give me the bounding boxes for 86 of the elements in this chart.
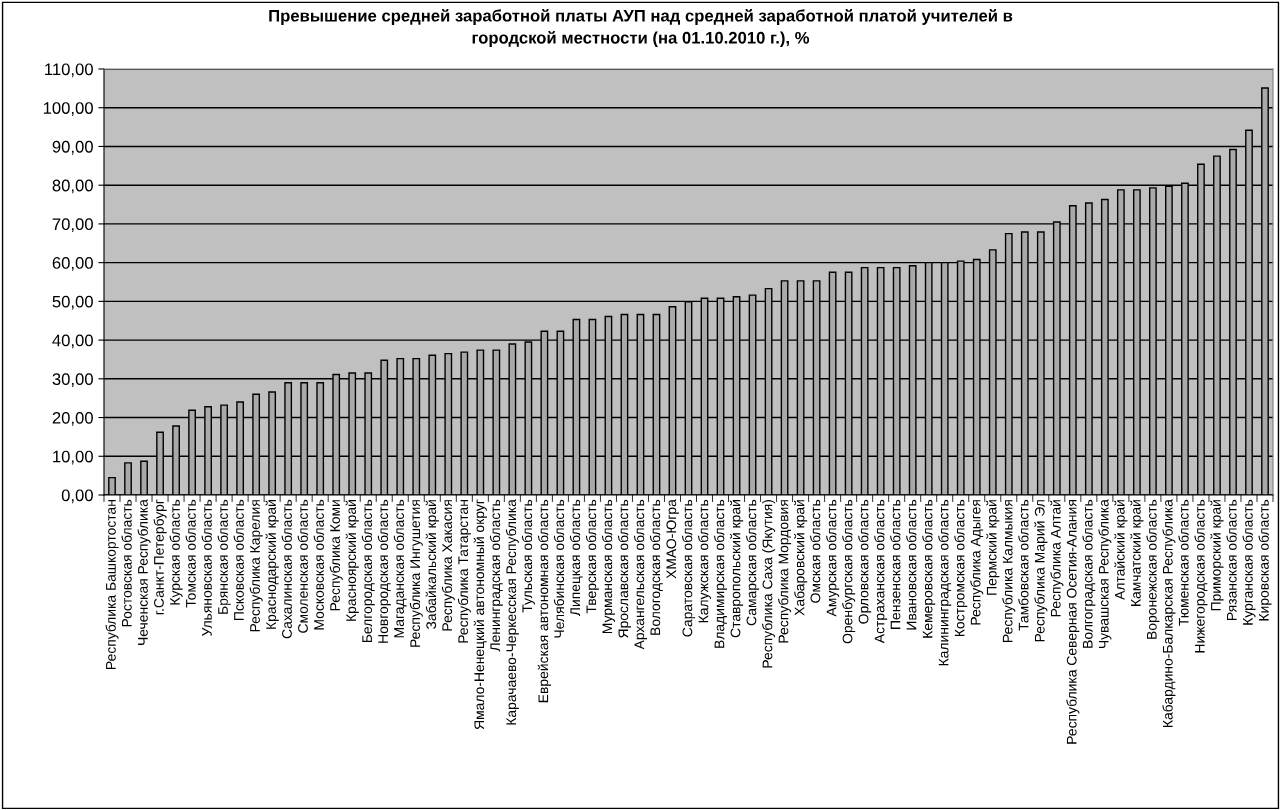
x-tick-label: Ульяновская область: [201, 499, 212, 637]
x-tick-label: Мурманская область: [601, 499, 615, 634]
x-tick-label: Хабаровский край: [794, 500, 808, 616]
x-tick-label: Тюменская область: [1178, 499, 1189, 626]
x-tick-label: Вологодская область: [649, 499, 663, 635]
x-tick-label: Забайкальский край: [425, 500, 439, 630]
x-tick-label: Тульская область: [521, 499, 535, 613]
x-tick-label: Ямало-Ненецкий автономный округ: [473, 499, 487, 730]
x-tick-label: Амурская область: [826, 499, 840, 617]
x-tick-label: Ставропольский край: [729, 500, 744, 638]
y-tick-label: 110,00: [45, 63, 93, 78]
x-tick-label: Орловская область: [858, 499, 872, 624]
x-tick-label: Волгоградская область: [1082, 499, 1096, 648]
x-tick-label: ХМАО-Югра: [666, 499, 679, 579]
x-tick-label: Кемеровская область: [922, 499, 936, 638]
x-tick-label: Смоленская область: [297, 499, 308, 633]
x-tick-label: Белгородская область: [361, 499, 375, 643]
x-tick-label: Магаданская область: [393, 499, 407, 638]
x-tick-label: Пермский край: [986, 500, 1000, 595]
x-tick-label: Пензенская область: [890, 499, 901, 629]
x-tick-label: Псковская область: [233, 499, 244, 621]
x-tick-label: Республика Калмыкия: [1002, 500, 1016, 642]
x-tick-label: Республика Северная Осетия-Алания: [1066, 500, 1080, 744]
x-tick-label: Республика Алтай: [1050, 500, 1064, 617]
x-tick-label: Красноярский край: [345, 500, 359, 621]
x-tick-label: Астраханская область: [874, 499, 888, 644]
chart-title: Превышение средней заработной платы АУП над средней заработной платой учителей в городской местности (на 01.10.2010 г.), %: [269, 9, 1013, 47]
x-tick-label: г.Санкт-Петербург: [153, 499, 167, 615]
y-tick-label: 70,00: [52, 218, 93, 233]
x-tick-label: Тверская область: [585, 499, 599, 614]
x-tick-label: Калининградская область: [938, 499, 952, 666]
x-tick-label: Рязанская область: [1226, 499, 1237, 620]
x-tick-label: Самарская область: [746, 499, 760, 626]
x-tick-label: Республика Мордовия: [778, 500, 792, 643]
x-tick-label: Владимирская область: [713, 499, 728, 648]
y-tick-label: 10,00: [53, 450, 93, 465]
x-tick-label: Приморский край: [1210, 500, 1224, 611]
x-tick-label: Республика Татарстан: [457, 500, 471, 643]
x-tick-label: Чеченская Республика: [137, 499, 151, 645]
x-tick-label: Тамбовская область: [1018, 499, 1029, 631]
y-tick-label: 20,00: [52, 411, 93, 426]
x-tick-label: Нижегородская область: [1194, 499, 1208, 653]
x-tick-label: Республика Карелия: [249, 500, 263, 632]
x-tick-label: Еврейская автономная область: [537, 499, 551, 703]
x-tick-label: Республика Адыгея: [970, 500, 984, 625]
x-tick-label: Ивановская область: [906, 499, 917, 630]
x-tick-label: Ленинградская область: [489, 499, 503, 652]
x-tick-label: Карачаево-Черкесская Республика: [505, 499, 519, 725]
y-tick-label: 30,00: [52, 373, 93, 387]
x-tick-label: Московская область: [313, 499, 324, 630]
x-tick-label: Новгородская область: [377, 499, 391, 643]
x-tick-label: Оренбургская область: [842, 499, 856, 644]
y-tick-label: 90,00: [52, 140, 93, 155]
x-tick-label: Краснодарский край: [265, 500, 279, 629]
x-tick-label: Кировская область: [1258, 499, 1272, 621]
y-tick-label: 40,00: [52, 334, 93, 349]
y-tick-label: 100,00: [43, 102, 93, 116]
x-tick-label: Республика Саха (Якутия): [762, 500, 776, 668]
y-tick-label: 0,00: [61, 489, 93, 504]
x-tick-label: Республика Коми: [329, 500, 343, 611]
x-tick-label: Алтайский край: [1114, 500, 1128, 600]
x-tick-label: Омская область: [810, 499, 821, 603]
y-tick-label: 80,00: [52, 179, 93, 194]
x-tick-label: Ярославская область: [617, 499, 631, 638]
x-tick-label: Сахалинская область: [281, 499, 292, 639]
x-tick-label: Саратовская область: [681, 499, 696, 637]
y-tick-label: 50,00: [52, 295, 93, 310]
x-tick-label: Костромская область: [954, 499, 968, 636]
x-tick-label: Воронежская область: [1146, 499, 1160, 639]
x-tick-label: Томская область: [185, 499, 196, 608]
x-tick-label: Ростовская область: [121, 499, 132, 627]
x-tick-label: Калужская область: [697, 499, 712, 623]
x-tick-label: Брянская область: [217, 499, 231, 614]
x-tick-label: Кабардино-Балкарская Республика: [1162, 499, 1176, 727]
x-tick-label: Курганская область: [1242, 499, 1256, 625]
x-tick-label: Архангельская область: [633, 499, 647, 650]
x-tick-label: Липецкая область: [569, 499, 583, 617]
x-tick-label: Чувашская Республика: [1098, 499, 1112, 649]
x-tick-label: Республика Хакасия: [441, 500, 455, 631]
y-tick-label: 60,00: [52, 257, 93, 271]
x-tick-label: Республика Ингушетия: [409, 500, 423, 647]
x-tick-label: Республика Башкортостан: [105, 500, 119, 669]
x-tick-label: Камчатский край: [1130, 500, 1144, 606]
x-tick-label: Курская область: [169, 499, 183, 605]
x-tick-label: Республика Марий Эл: [1034, 500, 1048, 642]
x-tick-label: Челябинская область: [553, 499, 565, 638]
